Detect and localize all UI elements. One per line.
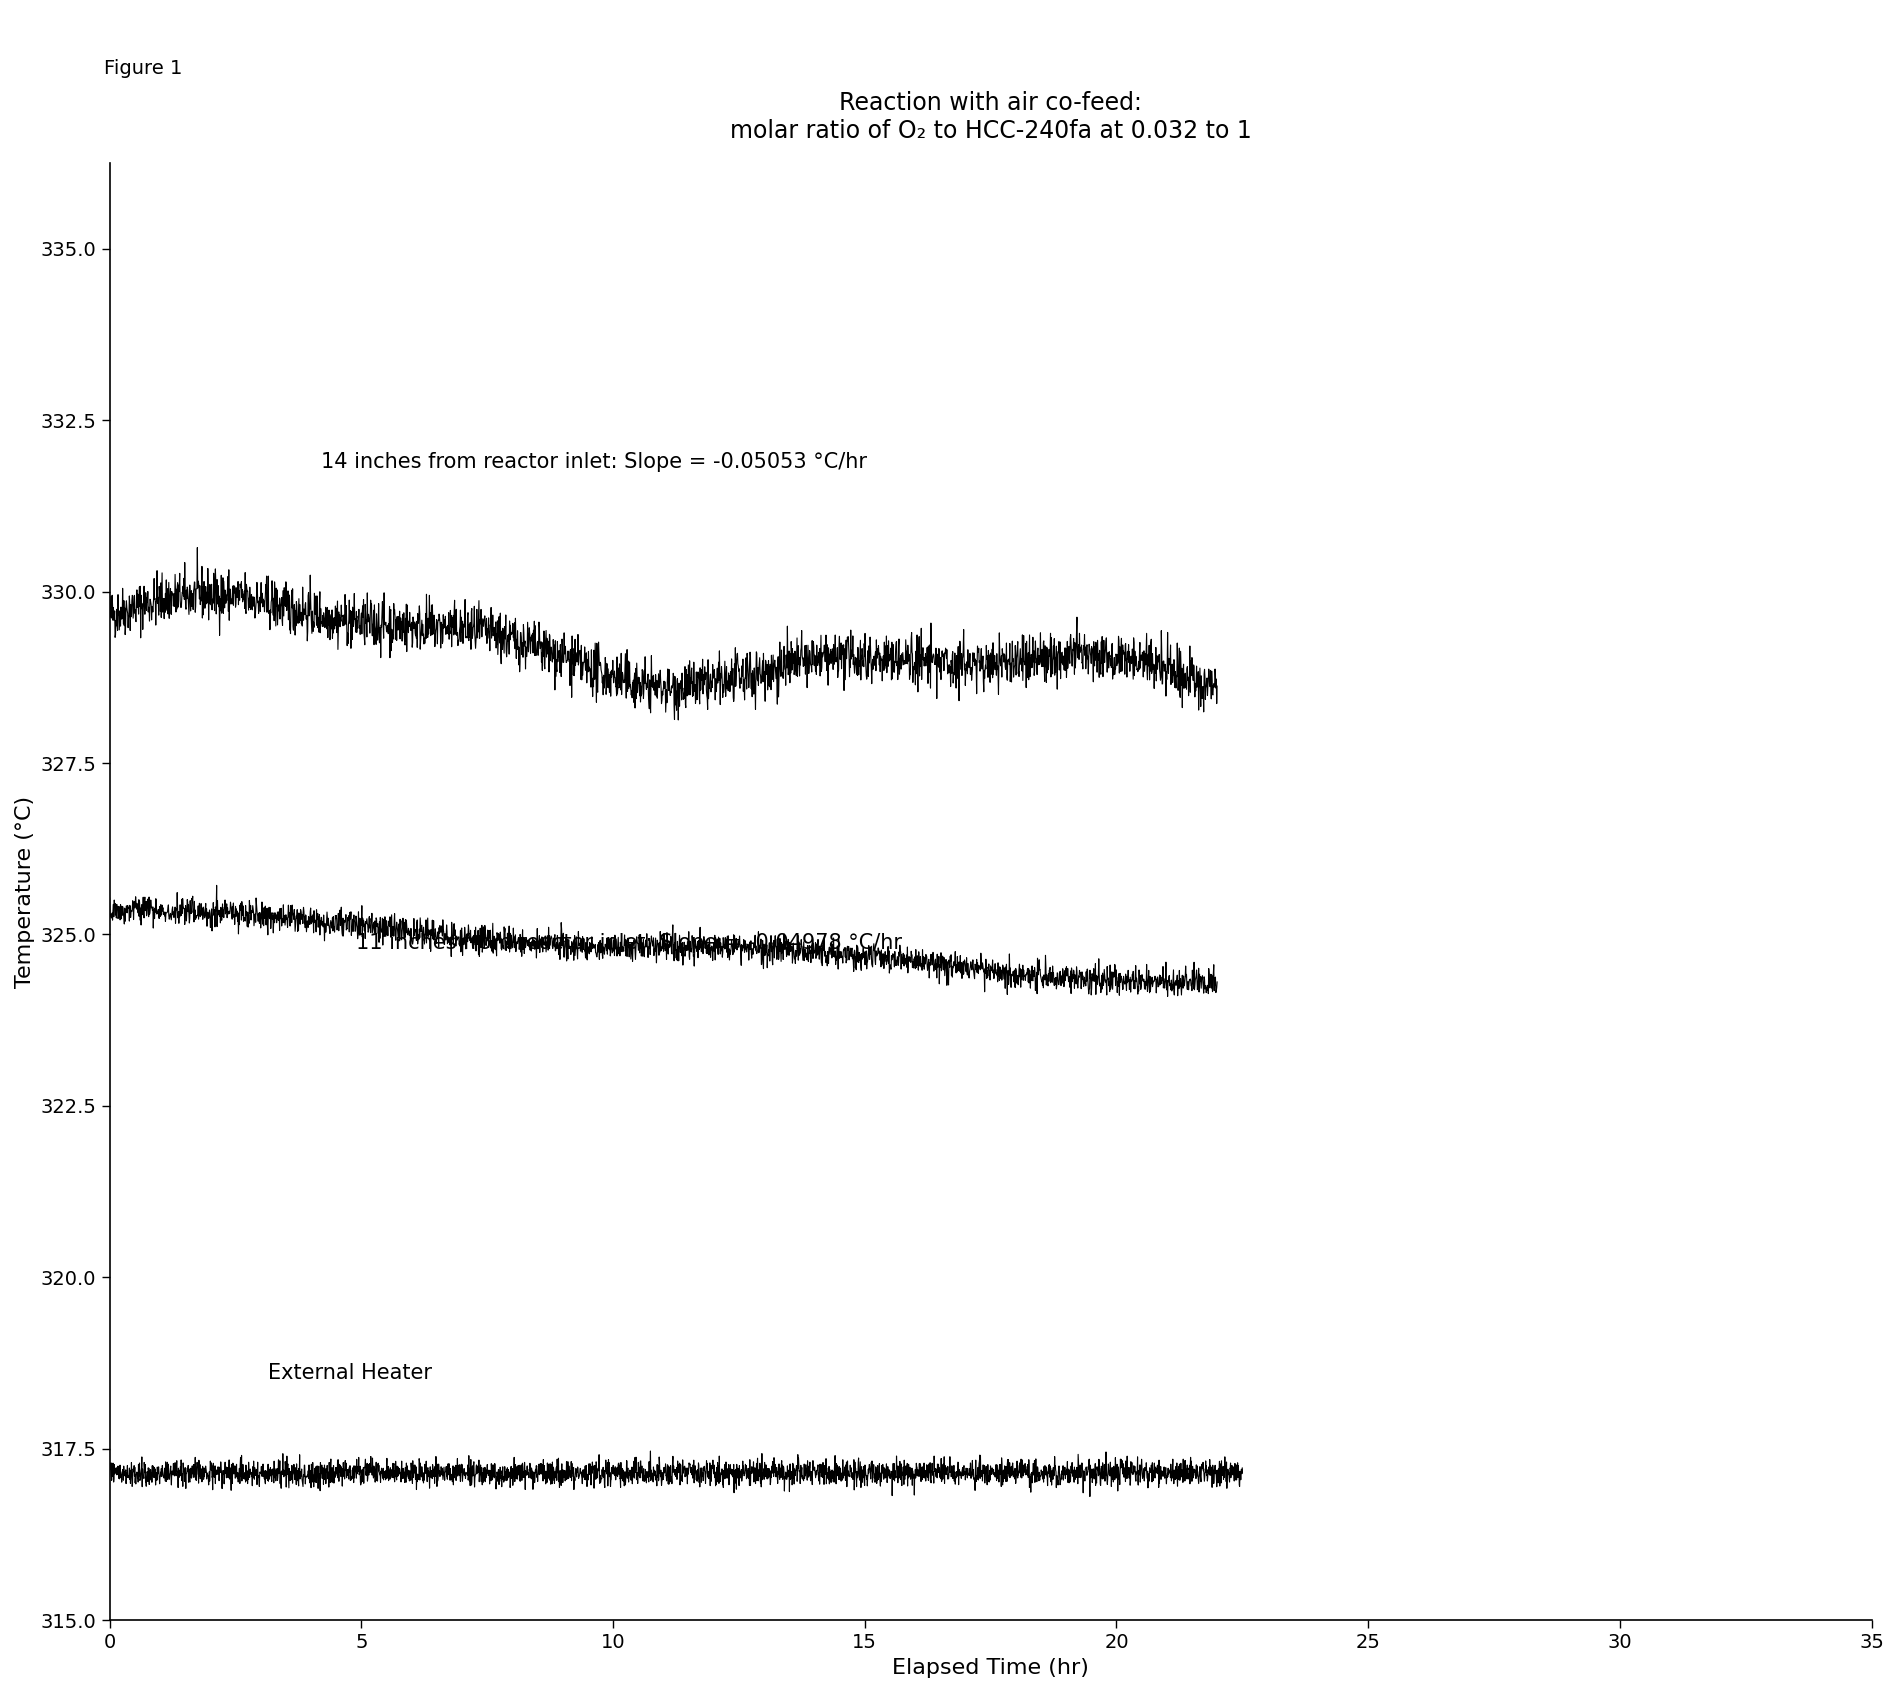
Text: Figure 1: Figure 1	[104, 59, 182, 78]
Title: Reaction with air co-feed:
molar ratio of O₂ to HCC-240fa at 0.032 to 1: Reaction with air co-feed: molar ratio o…	[729, 91, 1251, 142]
Text: 14 inches from reactor inlet: Slope = -0.05053 °C/hr: 14 inches from reactor inlet: Slope = -0…	[321, 452, 867, 472]
Y-axis label: Temperature (°C): Temperature (°C)	[15, 796, 34, 987]
Text: External Heater: External Heater	[268, 1363, 433, 1383]
X-axis label: Elapsed Time (hr): Elapsed Time (hr)	[892, 1657, 1088, 1678]
Text: 11 inches from reactor inlet: Slope = -0.04978 °C/hr: 11 inches from reactor inlet: Slope = -0…	[357, 933, 902, 953]
